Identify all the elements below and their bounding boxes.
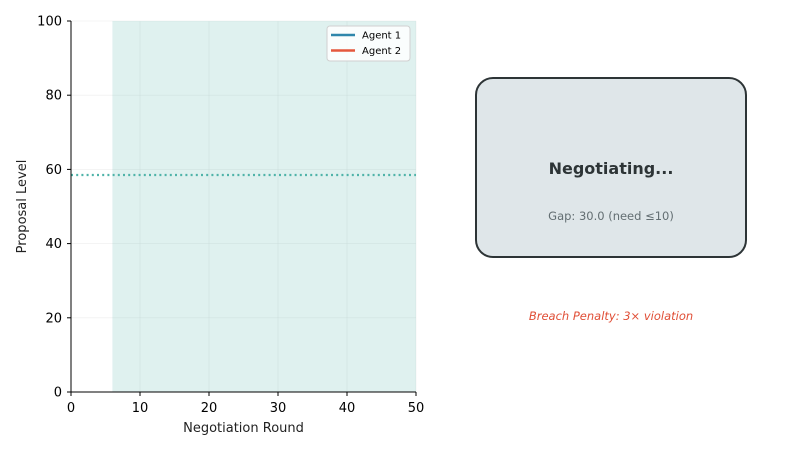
gap-text: Gap: 30.0 (need ≤10)	[548, 209, 674, 223]
agreement-zone-shading	[112, 21, 417, 392]
x-tick-label: 20	[201, 401, 218, 416]
y-tick-label: 60	[45, 163, 62, 178]
legend-label: Agent 1	[362, 31, 401, 42]
x-tick-label: 30	[270, 401, 287, 416]
breach-penalty-text: Breach Penalty: 3× violation	[528, 309, 694, 323]
y-tick-label: 0	[54, 386, 62, 401]
x-tick-label: 40	[339, 401, 356, 416]
y-tick-label: 100	[37, 15, 62, 30]
x-axis-label: Negotiation Round	[183, 421, 304, 436]
status-title: Negotiating...	[548, 159, 674, 178]
x-tick-label: 10	[132, 401, 149, 416]
x-tick-label: 50	[408, 401, 425, 416]
y-tick-label: 40	[45, 237, 62, 252]
x-tick-label: 0	[67, 401, 75, 416]
tick-layer: 0 10 20 30 40 50 0 20 40 60 80 100	[37, 15, 424, 417]
grid-layer	[70, 20, 417, 393]
legend: Agent 1 Agent 2	[326, 25, 411, 62]
legend-label: Agent 2	[362, 46, 401, 57]
negotiation-chart: 0 10 20 30 40 50 0 20 40 60 80 100 Negotiation Roun…	[15, 15, 424, 437]
y-axis-label: Proposal Level	[15, 160, 30, 254]
status-panel: Negotiating... Gap: 30.0 (need ≤10)	[475, 77, 747, 258]
y-tick-label: 20	[45, 311, 62, 326]
y-tick-label: 80	[45, 89, 62, 104]
